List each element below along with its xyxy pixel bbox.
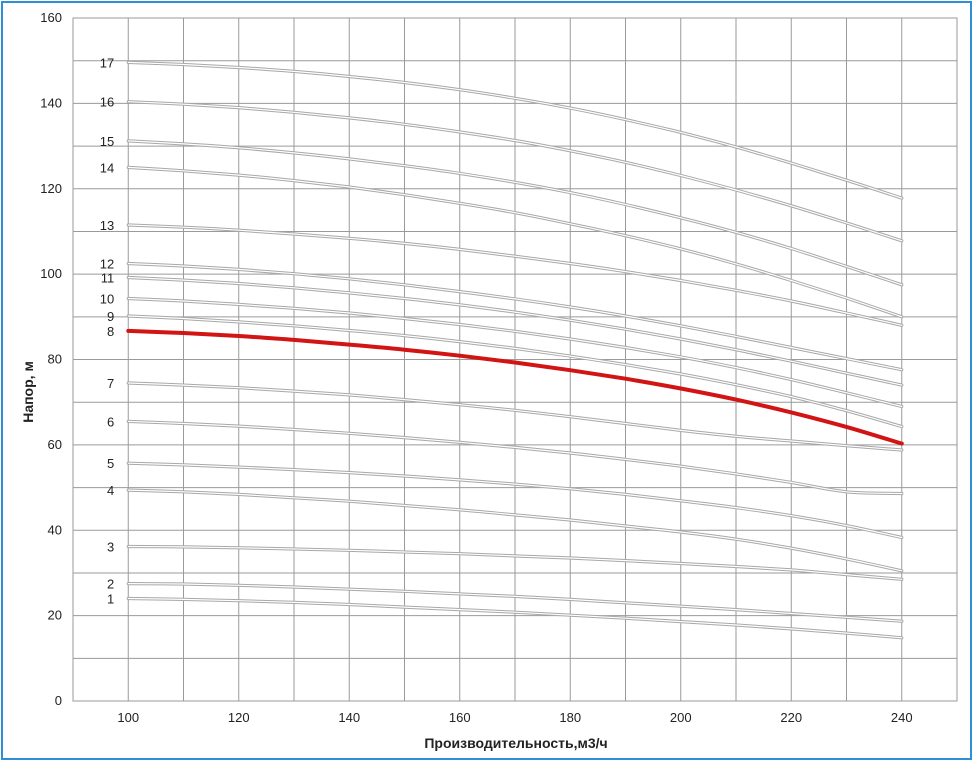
series-label-5: 5 (107, 456, 114, 471)
series-label-7: 7 (107, 376, 114, 391)
x-tick-label: 160 (449, 710, 471, 725)
series-curve-core-1 (127, 597, 903, 639)
series-curve-core-2 (127, 583, 903, 622)
y-tick-label: 120 (40, 181, 62, 196)
series-label-3: 3 (107, 539, 114, 554)
x-tick-label: 220 (780, 710, 802, 725)
series-curve-core-4 (127, 489, 903, 572)
x-tick-label: 120 (228, 710, 250, 725)
series-curve-core-9 (127, 315, 903, 428)
x-tick-label: 140 (338, 710, 360, 725)
x-tick-label: 240 (891, 710, 913, 725)
series-label-1: 1 (107, 592, 114, 607)
series-curve-core-3 (127, 545, 903, 580)
y-tick-label: 160 (40, 10, 62, 25)
x-axis-ticks: 100 120 140 160 180 200 220 240 (117, 710, 912, 725)
y-tick-label: 100 (40, 266, 62, 281)
y-tick-label: 0 (55, 693, 62, 708)
y-tick-label: 80 (48, 352, 62, 367)
y-tick-label: 40 (48, 522, 62, 537)
x-axis-label: Производительность,м3/ч (424, 735, 607, 751)
x-tick-label: 180 (559, 710, 581, 725)
series-curve-core-5 (127, 462, 903, 539)
y-axis-label: Напор, м (20, 361, 36, 423)
series-label-4: 4 (107, 483, 114, 498)
series-label-10: 10 (100, 291, 114, 306)
series-label-8: 8 (107, 324, 114, 339)
y-tick-label: 60 (48, 437, 62, 452)
series-curve-core-7 (127, 382, 903, 451)
series-label-17: 17 (100, 55, 114, 70)
series-curve-core-10 (127, 297, 903, 408)
series-curve-core-16 (127, 101, 903, 242)
series-label-6: 6 (107, 414, 114, 429)
series-curve-core-13 (127, 224, 903, 326)
series-label-11: 11 (101, 271, 115, 286)
series-curve-core-17 (127, 61, 903, 199)
y-tick-label: 20 (48, 608, 62, 623)
series-curve-8 (126, 328, 904, 446)
series-curve-core-12 (127, 262, 903, 371)
series-label-2: 2 (107, 577, 114, 592)
series-curve-core-6 (127, 420, 903, 495)
series-curve-core-14 (127, 166, 903, 318)
grid (73, 18, 957, 701)
series-label-14: 14 (100, 160, 114, 175)
series-label-15: 15 (100, 134, 114, 149)
series-curve-core-11 (127, 276, 903, 386)
y-tick-label: 140 (40, 95, 62, 110)
series-curves (126, 60, 904, 640)
series-label-9: 9 (107, 309, 114, 324)
x-tick-label: 200 (670, 710, 692, 725)
series-label-12: 12 (100, 256, 114, 271)
series-curve-core-15 (127, 140, 903, 286)
series-label-16: 16 (100, 95, 114, 110)
series-label-13: 13 (100, 218, 114, 233)
x-tick-label: 100 (117, 710, 139, 725)
y-axis-ticks: 0 20 40 60 80 100 120 140 160 (40, 10, 62, 708)
